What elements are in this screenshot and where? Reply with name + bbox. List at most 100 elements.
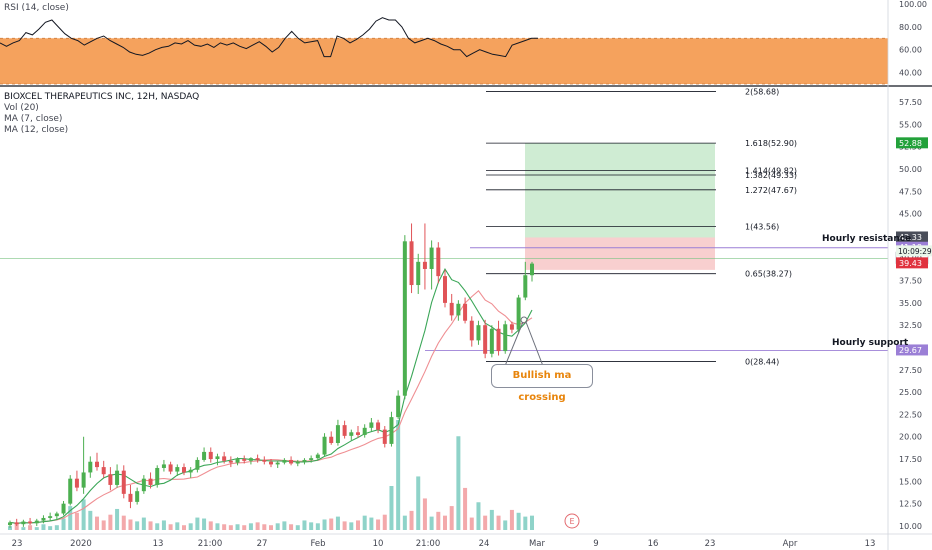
candle-body	[269, 461, 273, 465]
volume-bar	[476, 502, 481, 530]
candle-body	[248, 458, 253, 461]
volume-bar	[121, 515, 126, 530]
volume-bar	[489, 509, 494, 530]
candle-body	[516, 297, 521, 330]
volume-bar	[14, 522, 19, 530]
volume-bar	[242, 525, 247, 530]
candle-body	[14, 522, 19, 525]
indicator-ma-fast: MA (7, close)	[4, 114, 63, 124]
candle-body	[295, 461, 300, 464]
candle-body	[315, 454, 320, 459]
volume-bar	[429, 516, 434, 530]
price-tick-label: 15.00	[899, 477, 922, 486]
candle-body	[409, 241, 414, 286]
volume-bar	[269, 525, 273, 530]
candle-body	[161, 464, 166, 468]
volume-bar	[382, 514, 387, 530]
rsi-line	[0, 17, 538, 58]
candle-body	[382, 429, 387, 444]
candle-body	[523, 275, 528, 298]
ma-fast-line	[9, 267, 533, 524]
time-tick-label: 13	[865, 539, 876, 549]
candle-body	[289, 459, 294, 464]
price-tag	[896, 137, 928, 149]
cross-marker	[520, 316, 528, 324]
candle-body	[101, 467, 106, 475]
candle-body	[202, 451, 207, 460]
candle-body	[121, 470, 126, 494]
volume-bar	[81, 499, 86, 530]
volume-bar	[409, 510, 414, 530]
price-tick-label: 25.00	[899, 388, 922, 397]
candle-body	[275, 462, 280, 465]
candle-body	[436, 247, 441, 277]
volume-bar	[282, 521, 287, 530]
volume-bar	[8, 526, 12, 530]
volume-bar	[255, 522, 260, 530]
volume-bar	[108, 514, 113, 530]
candle-body	[54, 513, 59, 517]
candle-body	[402, 241, 407, 396]
candle-body	[429, 247, 434, 269]
candle-body	[503, 324, 508, 352]
indicator-ma-slow: MA (12, close)	[4, 125, 69, 135]
price-tick-label: 10.00	[899, 522, 922, 531]
time-tick-label: 16	[648, 539, 659, 549]
bullish-ma-callout[interactable]: Bullish ma crossing	[491, 364, 593, 403]
volume-bar	[369, 517, 374, 530]
fib-label: 1.382(49.33)	[745, 171, 797, 180]
candle-body	[141, 478, 146, 492]
volume-bar	[516, 512, 521, 530]
candle-body	[108, 474, 113, 485]
candle-body	[422, 261, 427, 269]
volume-bar	[389, 486, 394, 530]
fib-label: 1.618(52.90)	[745, 139, 797, 148]
candle-body	[34, 520, 39, 524]
target-zone	[525, 143, 715, 238]
fib-label: 1(43.56)	[745, 222, 779, 231]
volume-bar	[21, 527, 26, 530]
time-tick-label: Feb	[310, 539, 325, 549]
candle-body	[396, 395, 401, 418]
candle-body	[302, 459, 307, 462]
volume-bar	[342, 521, 347, 530]
resistance-label: Hourly resistance	[822, 234, 912, 244]
price-tag	[896, 231, 928, 243]
candle-body	[68, 478, 73, 504]
price-tick-label: 57.50	[899, 98, 922, 107]
fib-label: 1.414(49.82)	[745, 167, 797, 176]
volume-bar	[523, 516, 528, 530]
volume-bar	[309, 522, 314, 530]
volume-bar	[68, 506, 73, 530]
fib-label: 0(28.44)	[745, 357, 779, 366]
price-tick-label: 27.50	[899, 366, 922, 375]
candle-body	[322, 436, 327, 455]
rsi-legend: RSI (14, close)	[4, 3, 69, 14]
volume-bar	[362, 515, 367, 530]
rsi-tick-label: 80.00	[899, 23, 922, 32]
time-tick-label: 23	[12, 539, 23, 549]
volume-bar	[496, 515, 501, 530]
price-tag-label: 42.33	[899, 233, 922, 242]
candle-body	[362, 427, 367, 435]
candle-body	[469, 320, 474, 341]
volume-bar	[188, 523, 193, 530]
candle-body	[483, 325, 488, 354]
candle-body	[188, 469, 193, 473]
price-tick-label: 50.00	[899, 165, 922, 174]
candle-body	[81, 472, 86, 488]
candle-body	[342, 425, 347, 436]
indicator-vol: Vol (20)	[4, 103, 39, 113]
candle-body	[88, 461, 93, 473]
rsi-band	[0, 38, 888, 84]
candle-body	[389, 417, 394, 444]
candle-body	[21, 521, 26, 525]
candle-body	[356, 432, 360, 435]
volume-bar	[349, 522, 354, 530]
time-tick-label: 10	[373, 539, 384, 549]
fib-label: 2(58.68)	[745, 88, 779, 97]
price-tick-label: 17.50	[899, 455, 922, 464]
volume-bar	[222, 524, 227, 530]
time-tick-label: 21:00	[416, 539, 441, 549]
